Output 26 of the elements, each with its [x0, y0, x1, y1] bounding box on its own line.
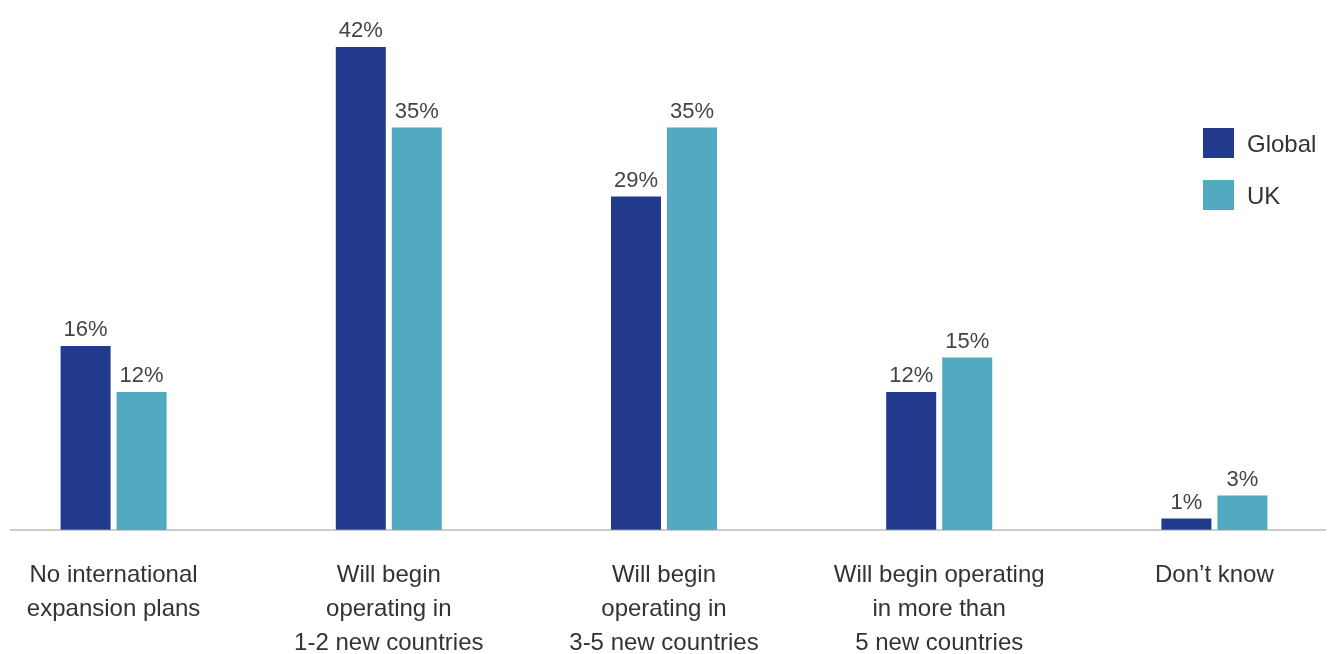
data-label: 12%: [889, 362, 934, 387]
x-tick-label: Will begin operating in 3-5 new countries: [569, 560, 759, 654]
data-label: 42%: [338, 17, 383, 42]
x-tick-label: Don’t know: [1155, 560, 1275, 587]
data-label: 16%: [63, 316, 108, 341]
bar: [335, 47, 386, 530]
bar: [116, 392, 167, 530]
data-label: 12%: [119, 362, 164, 387]
data-label: 15%: [945, 327, 990, 353]
bar: [60, 346, 111, 530]
bar: [1217, 495, 1268, 530]
bar: [611, 196, 661, 530]
x-tick-label: Will begin operating in more than 5 new countries: [833, 560, 1045, 654]
bar: [391, 127, 442, 530]
data-label: 35%: [394, 97, 439, 123]
data-label: 35%: [669, 97, 715, 123]
x-tick-label: Will begin operating in 1-2 new countries: [294, 560, 484, 654]
bar: [886, 392, 937, 530]
bar: [667, 127, 717, 530]
legend-label: UK: [1247, 182, 1281, 209]
bar: [942, 357, 993, 530]
data-label: 29%: [613, 166, 659, 192]
x-tick-label: No international expansion plans: [26, 560, 201, 621]
data-label: 1%: [1170, 488, 1203, 514]
data-label: 3%: [1226, 465, 1259, 491]
legend-label: Global: [1247, 130, 1317, 157]
